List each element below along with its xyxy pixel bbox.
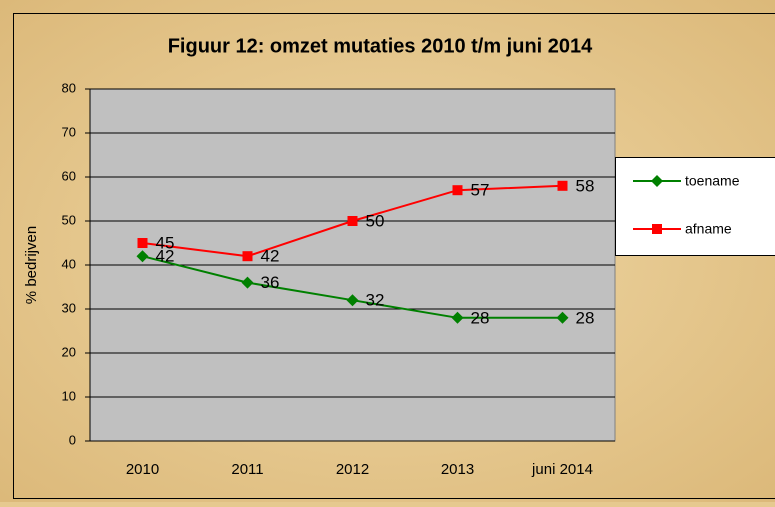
y-tick-label: 50 xyxy=(62,212,76,227)
y-tick-label: 60 xyxy=(62,168,76,183)
legend-label: toename xyxy=(685,173,740,189)
x-tick-label: 2010 xyxy=(126,461,159,478)
legend-marker xyxy=(652,224,662,234)
x-tick-label: 2012 xyxy=(336,461,369,478)
point xyxy=(348,216,358,226)
y-tick-label: 0 xyxy=(69,432,76,447)
y-axis-label: % bedrijven xyxy=(23,226,40,304)
data-label: 36 xyxy=(261,273,280,292)
data-label: 58 xyxy=(576,176,595,195)
point xyxy=(558,181,568,191)
y-tick-label: 40 xyxy=(62,256,76,271)
data-label: 57 xyxy=(471,181,490,200)
point xyxy=(138,238,148,248)
data-label: 32 xyxy=(366,291,385,310)
y-tick-label: 20 xyxy=(62,344,76,359)
point xyxy=(453,185,463,195)
y-tick-label: 30 xyxy=(62,300,76,315)
data-label: 50 xyxy=(366,211,385,230)
y-tick-label: 10 xyxy=(62,388,76,403)
data-label: 42 xyxy=(261,247,280,266)
data-label: 28 xyxy=(576,308,595,327)
point xyxy=(243,251,253,261)
chart-title: Figuur 12: omzet mutaties 2010 t/m juni … xyxy=(168,35,593,57)
x-tick-label: 2011 xyxy=(231,461,263,478)
x-tick-label: juni 2014 xyxy=(531,461,593,478)
data-label: 28 xyxy=(471,308,490,327)
y-tick-label: 70 xyxy=(62,124,76,139)
x-tick-label: 2013 xyxy=(441,461,474,478)
legend-label: afname xyxy=(685,221,732,237)
y-tick-label: 80 xyxy=(62,80,76,95)
data-label: 45 xyxy=(156,233,175,252)
